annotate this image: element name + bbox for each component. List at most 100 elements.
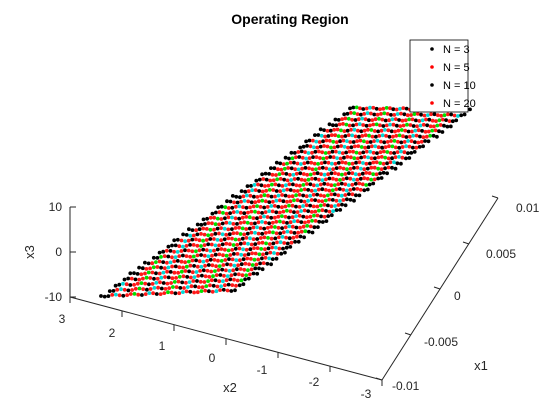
data-point: [250, 251, 255, 256]
data-point: [237, 246, 242, 251]
data-point: [311, 204, 316, 209]
data-point: [292, 219, 297, 224]
data-point: [166, 275, 171, 280]
data-point: [340, 172, 344, 177]
data-point: [233, 246, 238, 251]
data-point: [292, 198, 296, 203]
data-point: [292, 177, 297, 181]
data-point: [266, 183, 271, 188]
data-point: [324, 177, 328, 182]
data-point: [313, 133, 317, 138]
data-point: [195, 290, 200, 295]
data-point: [239, 278, 244, 283]
data-point: [152, 286, 157, 290]
data-point: [316, 162, 320, 166]
data-point: [233, 272, 238, 277]
data-point: [219, 226, 224, 231]
legend-label: N = 20: [443, 98, 476, 110]
data-point: [402, 140, 407, 144]
data-point: [378, 150, 383, 155]
data-point: [235, 222, 239, 226]
data-point: [199, 232, 203, 236]
data-point: [245, 220, 250, 225]
data-point: [326, 203, 330, 208]
data-point: [208, 257, 213, 262]
data-point: [352, 144, 357, 149]
data-point: [228, 211, 233, 216]
data-point: [256, 199, 261, 204]
data-point: [281, 246, 285, 251]
data-point: [173, 255, 178, 260]
data-point: [387, 134, 392, 139]
data-point: [295, 210, 300, 215]
data-point: [347, 161, 352, 166]
data-point: [344, 150, 349, 155]
data-point: [337, 122, 342, 127]
data-point: [221, 287, 226, 292]
data-point: [254, 178, 259, 183]
data-point: [369, 156, 374, 161]
data-point: [260, 267, 265, 272]
data-point: [389, 129, 394, 134]
data-point: [273, 245, 278, 250]
data-point: [192, 290, 197, 295]
data-point: [345, 155, 350, 159]
data-point: [356, 144, 361, 149]
data-point: [364, 123, 369, 128]
data-point: [172, 280, 177, 284]
data-point: [251, 216, 256, 221]
data-point: [352, 198, 356, 203]
data-point: [242, 199, 247, 203]
data-point: [266, 236, 270, 240]
data-point: [307, 138, 312, 143]
data-point: [214, 210, 218, 215]
data-point: [133, 277, 138, 282]
data-point: [426, 139, 431, 144]
data-point: [352, 111, 357, 115]
data-point: [333, 171, 337, 176]
data-point: [262, 193, 267, 198]
data-point: [421, 122, 426, 127]
data-point: [331, 139, 336, 144]
data-point: [242, 220, 247, 225]
data-point: [195, 232, 200, 237]
data-point: [242, 211, 247, 216]
data-point: [325, 182, 330, 187]
data-point: [420, 129, 424, 133]
data-point: [257, 266, 261, 271]
data-point: [341, 166, 346, 171]
data-point: [181, 244, 185, 249]
data-point: [135, 281, 140, 286]
data-point: [249, 209, 254, 214]
data-point: [222, 237, 227, 242]
data-point: [373, 117, 378, 122]
data-point: [265, 205, 270, 209]
data-point: [435, 113, 440, 117]
data-point: [167, 286, 172, 290]
data-point: [285, 187, 290, 192]
data-point: [350, 171, 355, 176]
data-point: [393, 155, 398, 160]
data-point: [324, 166, 329, 171]
data-point: [285, 208, 289, 213]
data-point: [296, 167, 301, 172]
data-point: [258, 215, 263, 220]
data-point: [217, 231, 221, 236]
data-point: [330, 188, 335, 193]
data-point: [263, 210, 268, 215]
y-tick-label: -1: [257, 363, 268, 377]
data-point: [237, 237, 242, 242]
data-point: [230, 205, 235, 210]
data-point: [364, 161, 369, 166]
data-point: [239, 199, 244, 204]
data-point: [284, 245, 289, 250]
data-point: [265, 226, 270, 230]
data-point: [177, 265, 182, 270]
data-point: [283, 193, 288, 198]
data-point: [409, 151, 414, 155]
data-point: [111, 289, 116, 293]
data-point: [258, 226, 263, 231]
data-point: [391, 122, 396, 127]
data-point: [235, 200, 240, 205]
data-point: [298, 183, 302, 188]
